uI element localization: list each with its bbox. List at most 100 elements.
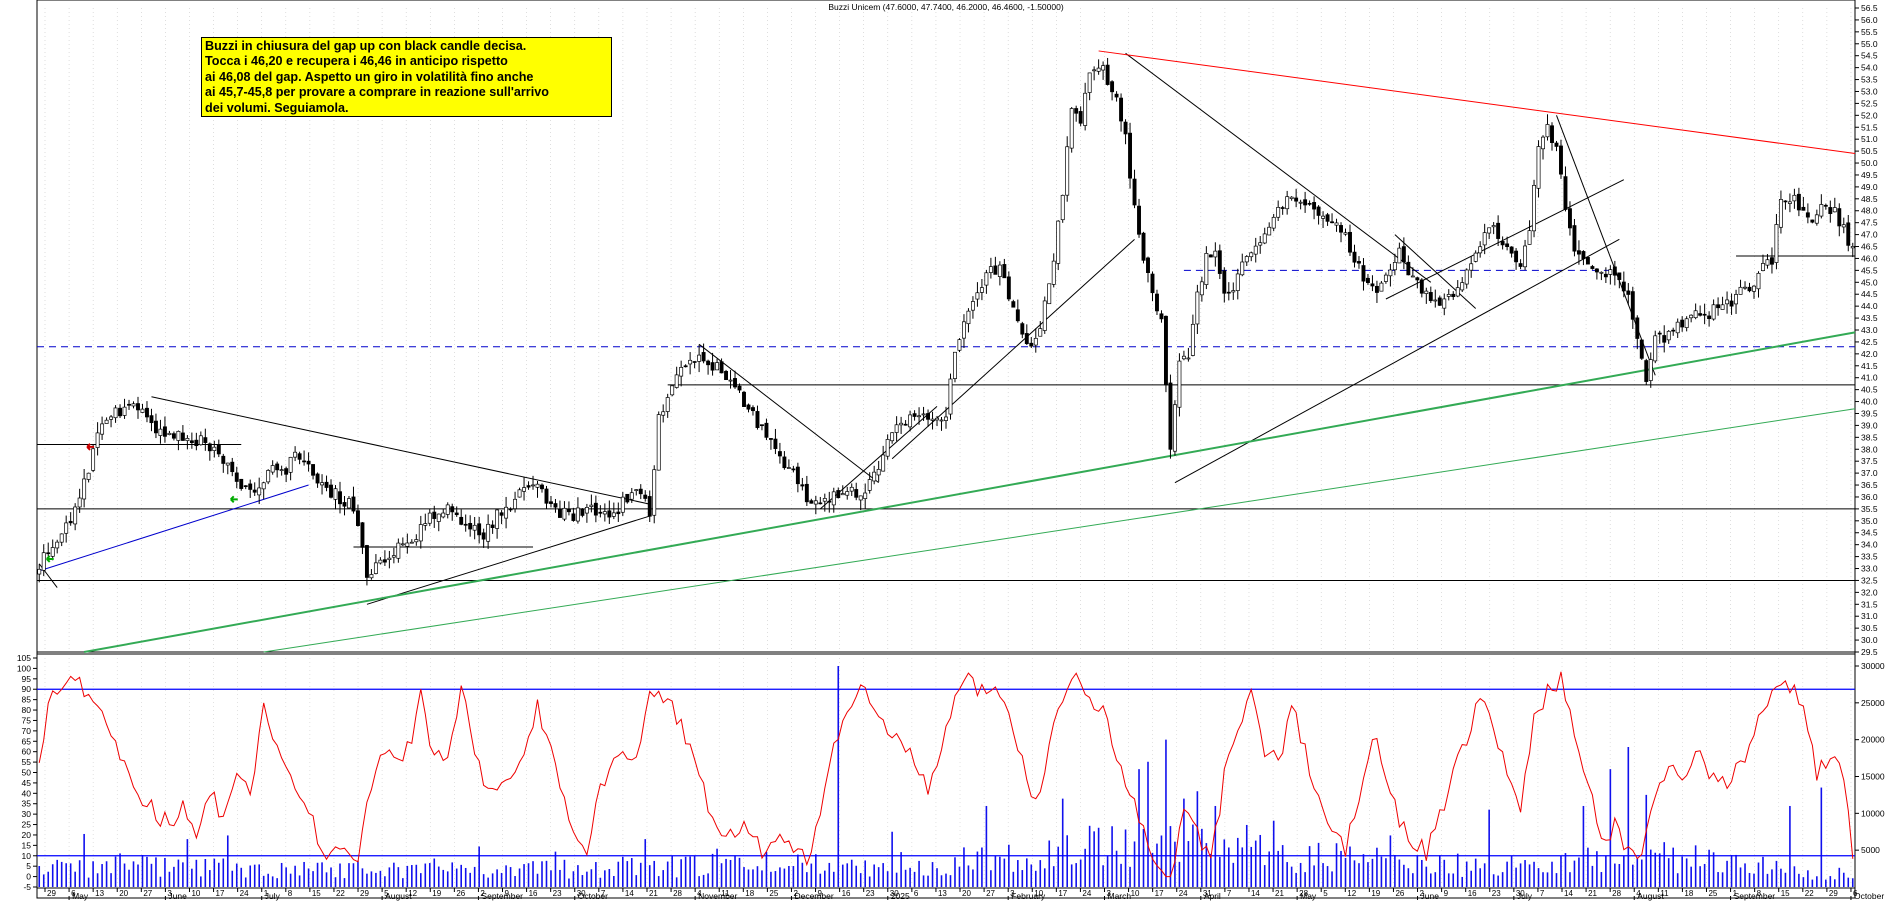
- oscillator-tick-label: 105: [17, 653, 31, 663]
- date-day-label: 5: [1323, 889, 1328, 898]
- candle-body: [207, 443, 212, 452]
- candle-body: [1366, 277, 1370, 283]
- candle-body: [688, 359, 693, 365]
- candle-body: [73, 506, 78, 525]
- candle-body: [50, 547, 55, 557]
- candle-body: [329, 484, 333, 498]
- candle-body: [1361, 265, 1366, 282]
- date-day-label: 13: [938, 889, 947, 898]
- candle-body: [405, 542, 410, 547]
- candle-body: [571, 513, 576, 521]
- candle-body: [185, 438, 190, 441]
- candle-body: [764, 422, 769, 438]
- candle-body: [742, 391, 746, 407]
- candle-body: [1105, 64, 1110, 85]
- candle-body: [593, 502, 598, 516]
- marker-arrow: [86, 443, 95, 451]
- price-tick-label: 35.0: [1861, 516, 1878, 526]
- date-day-label: 21: [1275, 889, 1284, 898]
- date-month-label: December: [794, 891, 833, 901]
- candle-body: [1042, 300, 1047, 331]
- candle-body: [948, 378, 953, 415]
- candle-body: [495, 509, 500, 529]
- price-tick-label: 48.0: [1861, 206, 1878, 216]
- candle-body: [1101, 65, 1106, 71]
- price-tick-label: 55.0: [1861, 39, 1878, 49]
- candle-body: [1801, 206, 1806, 211]
- date-day-label: 25: [769, 889, 778, 898]
- candle-body: [1249, 252, 1254, 258]
- price-tick-label: 52.0: [1861, 110, 1878, 120]
- candle-body: [1671, 329, 1676, 332]
- price-tick-label: 29.5: [1861, 647, 1878, 657]
- candle-body: [553, 503, 558, 508]
- date-day-label: 16: [529, 889, 538, 898]
- trend-line: [39, 484, 309, 572]
- price-tick-label: 45.5: [1861, 265, 1878, 275]
- date-day-label: 24: [1082, 889, 1091, 898]
- candle-body: [91, 448, 96, 471]
- candle-body: [1693, 310, 1698, 319]
- price-tick-label: 53.5: [1861, 75, 1878, 85]
- candle-body: [1568, 208, 1572, 229]
- date-month-label: June: [1421, 891, 1440, 901]
- oscillator-tick-label: 70: [22, 726, 32, 736]
- candle-body: [113, 407, 118, 419]
- candle-body: [782, 456, 787, 469]
- candle-body: [813, 500, 818, 505]
- date-month-label: February: [1011, 891, 1046, 901]
- candle-body: [1725, 299, 1730, 305]
- trend-line: [366, 515, 650, 605]
- candle-body: [1734, 294, 1738, 305]
- candle-body: [858, 495, 863, 501]
- candle-body: [899, 422, 904, 426]
- candle-body: [903, 423, 908, 426]
- date-day-label: 13: [95, 889, 104, 898]
- candle-body: [364, 545, 369, 578]
- candle-body: [706, 360, 711, 366]
- candle-body: [154, 420, 158, 434]
- candle-body: [944, 416, 948, 421]
- candle-body: [1810, 219, 1815, 223]
- candle-body: [1020, 323, 1025, 335]
- date-day-label: 18: [745, 889, 754, 898]
- candle-body: [1536, 146, 1541, 189]
- date-day-label: 30: [577, 889, 586, 898]
- trend-line: [83, 331, 1856, 653]
- candle-body: [41, 552, 46, 571]
- candle-body: [863, 492, 868, 499]
- candle-body: [1428, 292, 1433, 302]
- candle-body: [768, 438, 773, 440]
- oscillator-tick-label: 35: [22, 799, 32, 809]
- date-day-label: 28: [1612, 889, 1621, 898]
- candle-body: [1832, 207, 1837, 213]
- candle-body: [472, 524, 477, 531]
- candle-body: [1011, 301, 1016, 308]
- price-tick-label: 30.0: [1861, 635, 1878, 645]
- candle-body: [252, 489, 257, 493]
- candle-body: [1150, 273, 1155, 294]
- candle-body: [1482, 232, 1487, 246]
- oscillator-tick-label: 5: [26, 861, 31, 871]
- candle-body: [1123, 121, 1128, 135]
- candle-body: [638, 488, 643, 495]
- date-day-label: 29: [47, 889, 56, 898]
- candle-body: [171, 433, 176, 439]
- candle-body: [760, 424, 764, 427]
- candle-body: [1648, 359, 1653, 381]
- date-day-label: 22: [336, 889, 345, 898]
- date-day-label: 7: [1540, 889, 1545, 898]
- candle-body: [382, 559, 387, 563]
- oscillator-tick-label: 95: [22, 674, 32, 684]
- candle-body: [1527, 230, 1532, 245]
- candle-body: [95, 432, 100, 448]
- candle-body: [230, 461, 235, 473]
- candle-body: [1518, 263, 1523, 267]
- date-day-label: 16: [842, 889, 851, 898]
- date-month-label: October: [578, 891, 608, 901]
- date-day-label: 20: [962, 889, 971, 898]
- candle-body: [360, 522, 365, 548]
- price-tick-label: 41.5: [1861, 361, 1878, 371]
- price-tick-label: 47.0: [1861, 230, 1878, 240]
- candle-body: [1424, 290, 1429, 294]
